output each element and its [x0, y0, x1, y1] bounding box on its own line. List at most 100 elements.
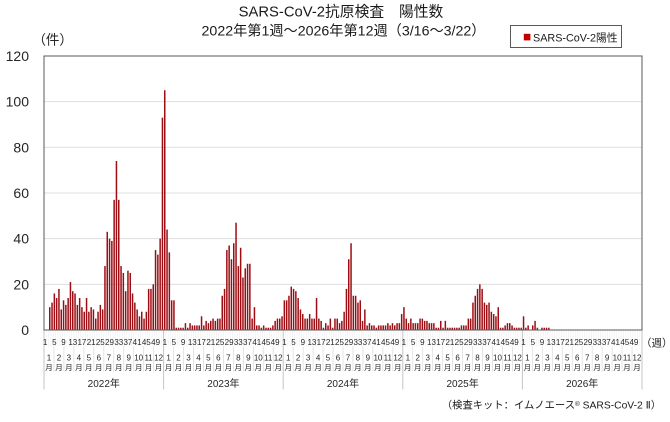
- svg-text:37: 37: [123, 338, 132, 347]
- svg-text:29: 29: [344, 338, 353, 347]
- svg-text:10: 10: [373, 354, 382, 363]
- svg-text:月: 月: [324, 363, 332, 372]
- svg-text:6: 6: [575, 354, 580, 363]
- svg-text:0: 0: [21, 322, 29, 338]
- svg-text:13: 13: [188, 338, 197, 347]
- svg-text:5: 5: [531, 338, 536, 347]
- svg-text:1: 1: [47, 354, 52, 363]
- svg-text:月: 月: [235, 363, 243, 372]
- svg-text:2: 2: [176, 354, 181, 363]
- svg-text:12: 12: [393, 354, 402, 363]
- svg-text:4: 4: [555, 354, 560, 363]
- svg-text:9: 9: [540, 338, 545, 347]
- svg-text:月: 月: [75, 363, 83, 372]
- svg-text:月: 月: [424, 363, 432, 372]
- svg-text:月: 月: [274, 363, 282, 372]
- svg-text:25: 25: [574, 338, 583, 347]
- svg-text:12: 12: [633, 354, 642, 363]
- svg-text:月: 月: [85, 363, 93, 372]
- svg-text:3: 3: [545, 354, 550, 363]
- svg-text:13: 13: [547, 338, 556, 347]
- svg-text:月: 月: [454, 363, 462, 372]
- svg-text:月: 月: [484, 363, 492, 372]
- svg-text:9: 9: [366, 354, 371, 363]
- svg-text:4: 4: [316, 354, 321, 363]
- svg-text:月: 月: [304, 363, 312, 372]
- svg-text:20: 20: [13, 276, 29, 292]
- svg-text:月: 月: [105, 363, 113, 372]
- svg-text:月: 月: [404, 363, 412, 372]
- svg-text:2: 2: [57, 354, 62, 363]
- svg-text:2: 2: [415, 354, 420, 363]
- svg-text:12: 12: [513, 354, 522, 363]
- svg-text:4: 4: [435, 354, 440, 363]
- svg-text:月: 月: [55, 363, 63, 372]
- svg-text:月: 月: [294, 363, 302, 372]
- svg-text:5: 5: [411, 338, 416, 347]
- svg-text:1: 1: [521, 338, 526, 347]
- svg-text:月: 月: [593, 363, 601, 372]
- svg-text:33: 33: [473, 338, 482, 347]
- svg-text:月: 月: [613, 363, 621, 372]
- svg-text:2: 2: [535, 354, 540, 363]
- svg-text:2025年: 2025年: [446, 377, 478, 390]
- svg-text:月: 月: [633, 363, 641, 372]
- svg-text:2: 2: [296, 354, 301, 363]
- svg-text:月: 月: [514, 363, 522, 372]
- svg-text:21: 21: [565, 338, 574, 347]
- svg-text:25: 25: [96, 338, 105, 347]
- svg-text:9: 9: [246, 354, 251, 363]
- svg-text:SARS-CoV-2抗原検査 陽性数: SARS-CoV-2抗原検査 陽性数: [239, 4, 444, 21]
- svg-text:月: 月: [444, 363, 452, 372]
- svg-text:10: 10: [254, 354, 263, 363]
- svg-text:月: 月: [145, 363, 153, 372]
- svg-text:2026年: 2026年: [566, 377, 598, 390]
- svg-text:（検査キット：イムノエース® SARS-CoV-2 Ⅱ）: （検査キット：イムノエース® SARS-CoV-2 Ⅱ）: [442, 399, 661, 412]
- svg-text:7: 7: [226, 354, 231, 363]
- svg-text:45: 45: [142, 338, 151, 347]
- svg-text:37: 37: [363, 338, 372, 347]
- svg-text:8: 8: [356, 354, 361, 363]
- svg-text:月: 月: [563, 363, 571, 372]
- svg-text:40: 40: [13, 231, 29, 247]
- svg-text:10: 10: [613, 354, 622, 363]
- svg-text:月: 月: [314, 363, 322, 372]
- svg-text:月: 月: [573, 363, 581, 372]
- svg-text:4: 4: [196, 354, 201, 363]
- svg-text:21: 21: [445, 338, 454, 347]
- svg-text:100: 100: [6, 94, 30, 110]
- svg-text:（週）: （週）: [641, 338, 670, 350]
- svg-text:45: 45: [501, 338, 510, 347]
- svg-text:月: 月: [195, 363, 203, 372]
- svg-text:月: 月: [185, 363, 193, 372]
- svg-text:月: 月: [175, 363, 183, 372]
- svg-text:月: 月: [255, 363, 263, 372]
- svg-text:25: 25: [215, 338, 224, 347]
- svg-text:5: 5: [326, 354, 331, 363]
- svg-text:月: 月: [354, 363, 362, 372]
- svg-text:21: 21: [326, 338, 335, 347]
- svg-text:月: 月: [494, 363, 502, 372]
- svg-text:17: 17: [77, 338, 86, 347]
- svg-text:6: 6: [216, 354, 221, 363]
- svg-text:6: 6: [97, 354, 102, 363]
- svg-text:5: 5: [172, 338, 177, 347]
- svg-text:月: 月: [623, 363, 631, 372]
- svg-text:月: 月: [464, 363, 472, 372]
- svg-text:月: 月: [284, 363, 292, 372]
- svg-text:月: 月: [334, 363, 342, 372]
- svg-text:月: 月: [135, 363, 143, 372]
- svg-text:11: 11: [144, 354, 153, 363]
- svg-text:月: 月: [554, 363, 562, 372]
- svg-text:49: 49: [271, 338, 280, 347]
- svg-text:29: 29: [105, 338, 114, 347]
- svg-text:7: 7: [465, 354, 470, 363]
- svg-text:8: 8: [236, 354, 241, 363]
- svg-text:11: 11: [503, 354, 512, 363]
- svg-text:2022年: 2022年: [88, 377, 120, 390]
- svg-text:7: 7: [585, 354, 590, 363]
- svg-text:9: 9: [420, 338, 425, 347]
- svg-text:3: 3: [425, 354, 430, 363]
- svg-text:2024年: 2024年: [327, 377, 359, 390]
- svg-text:SARS-CoV-2陽性: SARS-CoV-2陽性: [533, 30, 618, 44]
